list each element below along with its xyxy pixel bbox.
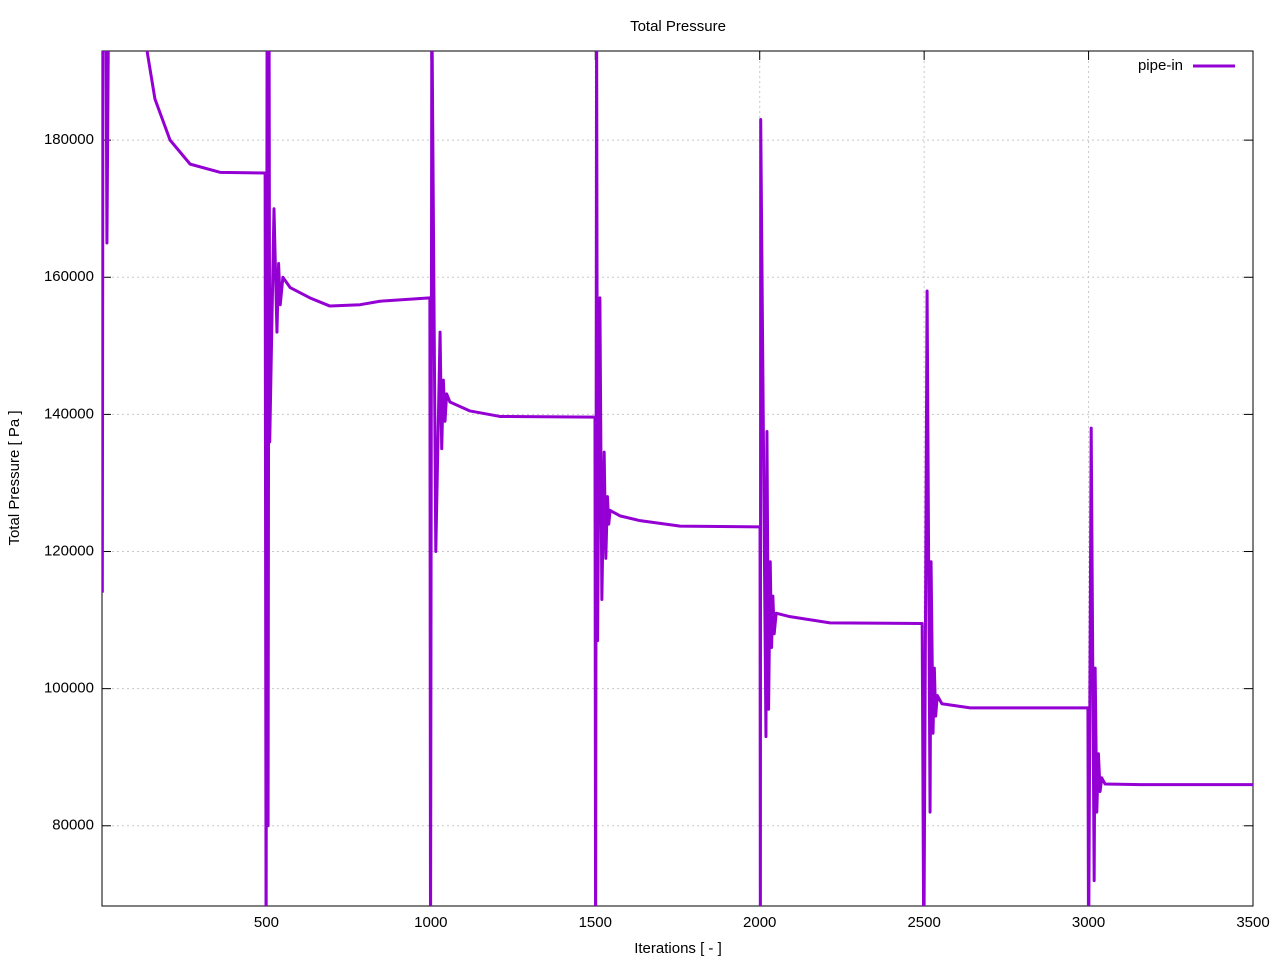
- y-axis-label: Total Pressure [ Pa ]: [6, 410, 23, 545]
- x-tick-label: 1500: [579, 914, 612, 931]
- chart-title: Total Pressure: [630, 18, 726, 35]
- y-tick-label: 140000: [44, 405, 94, 422]
- y-tick-label: 160000: [44, 268, 94, 285]
- y-tick-label: 120000: [44, 542, 94, 559]
- x-tick-label: 3500: [1236, 914, 1269, 931]
- x-tick-label: 500: [254, 914, 279, 931]
- legend-label: pipe-in: [1138, 57, 1183, 74]
- x-tick-label: 3000: [1072, 914, 1105, 931]
- x-tick-label: 1000: [414, 914, 447, 931]
- x-tick-label: 2000: [743, 914, 776, 931]
- y-tick-label: 80000: [52, 817, 94, 834]
- y-tick-label: 100000: [44, 680, 94, 697]
- x-tick-label: 2500: [907, 914, 940, 931]
- series-line: [102, 51, 1253, 906]
- x-axis-label: Iterations [ - ]: [634, 940, 722, 957]
- plot-border: [101, 50, 1254, 907]
- y-tick-label: 180000: [44, 131, 94, 148]
